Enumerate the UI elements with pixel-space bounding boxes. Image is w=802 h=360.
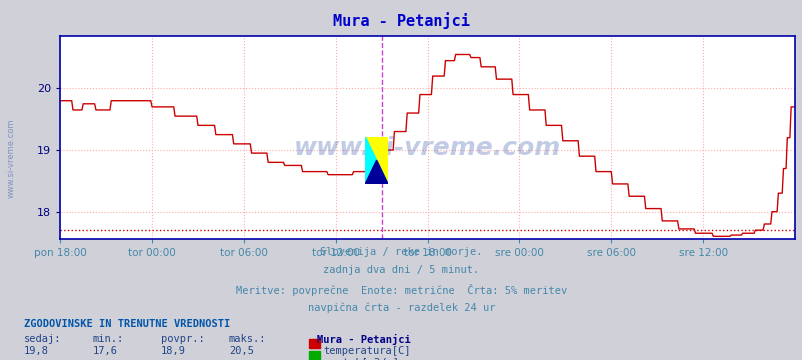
Text: Slovenija / reke in morje.: Slovenija / reke in morje.	[320, 247, 482, 257]
Text: 19,8: 19,8	[24, 346, 49, 356]
Text: -nan: -nan	[24, 358, 49, 360]
Text: min.:: min.:	[92, 334, 124, 344]
Text: pretok[m3/s]: pretok[m3/s]	[323, 358, 398, 360]
Text: -nan: -nan	[160, 358, 185, 360]
Text: Mura - Petanjci: Mura - Petanjci	[317, 334, 411, 345]
Text: maks.:: maks.:	[229, 334, 266, 344]
Text: ZGODOVINSKE IN TRENUTNE VREDNOSTI: ZGODOVINSKE IN TRENUTNE VREDNOSTI	[24, 319, 230, 329]
Text: zadnja dva dni / 5 minut.: zadnja dva dni / 5 minut.	[323, 265, 479, 275]
Text: povpr.:: povpr.:	[160, 334, 204, 344]
Text: Mura - Petanjci: Mura - Petanjci	[333, 13, 469, 30]
Text: -nan: -nan	[229, 358, 253, 360]
Text: Meritve: povprečne  Enote: metrične  Črta: 5% meritev: Meritve: povprečne Enote: metrične Črta:…	[236, 284, 566, 296]
Text: temperatura[C]: temperatura[C]	[323, 346, 411, 356]
Text: -nan: -nan	[92, 358, 117, 360]
Polygon shape	[365, 137, 387, 184]
Text: www.si-vreme.com: www.si-vreme.com	[6, 119, 15, 198]
Text: 20,5: 20,5	[229, 346, 253, 356]
Text: 18,9: 18,9	[160, 346, 185, 356]
Polygon shape	[365, 160, 387, 184]
Text: navpična črta - razdelek 24 ur: navpična črta - razdelek 24 ur	[307, 303, 495, 313]
Text: 17,6: 17,6	[92, 346, 117, 356]
Text: sedaj:: sedaj:	[24, 334, 62, 344]
Polygon shape	[365, 137, 387, 184]
Text: www.si-vreme.com: www.si-vreme.com	[294, 136, 561, 160]
